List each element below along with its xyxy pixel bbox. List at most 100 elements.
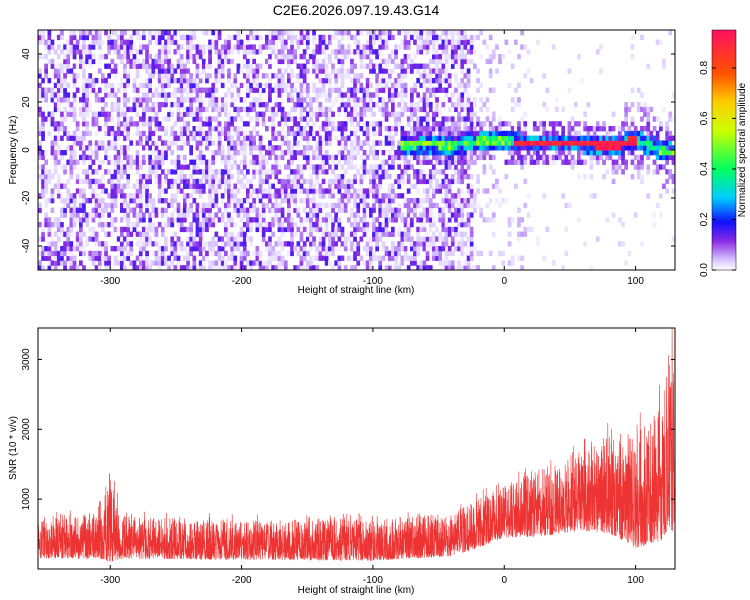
heatmap-cell [463,241,468,247]
heatmap-cell [239,97,244,103]
heatmap-cell [258,198,263,204]
heatmap-cell [217,255,222,261]
heatmap-cell [296,97,301,103]
heatmap-cell [233,241,238,247]
heatmap-cell [343,68,348,74]
heatmap-cell [233,159,238,165]
heatmap-cell [378,126,383,132]
heatmap-cell [659,39,663,45]
heatmap-cell [384,39,389,45]
heatmap-cell [154,87,159,93]
heatmap-cell [387,126,392,132]
heatmap-cell [97,111,102,117]
heatmap-cell [665,126,669,132]
heatmap-cell [104,102,108,108]
heatmap-cell [44,92,48,98]
heatmap-cell [435,145,439,151]
heatmap-cell [504,39,509,45]
heatmap-cell [372,164,376,170]
heatmap-cell [343,140,348,146]
heatmap-cell [460,116,465,122]
heatmap-cell [258,217,263,223]
heatmap-cell [510,135,515,141]
heatmap-cell [428,106,433,113]
heatmap-cell [441,169,446,175]
heatmap-cell [113,193,118,199]
heatmap-cell [359,73,364,79]
heatmap-cell [91,250,96,257]
heatmap-cell [324,255,329,261]
heatmap-cell [290,44,294,50]
heatmap-cell [428,207,433,213]
heatmap-cell [176,159,181,165]
heatmap-cell [425,193,430,199]
heatmap-cell [369,111,373,117]
heatmap-cell [416,130,420,137]
heatmap-cell [636,154,641,161]
heatmap-cell [435,140,439,146]
heatmap-cell [668,154,673,161]
heatmap-cell [321,154,326,161]
heatmap-cell [252,159,256,165]
heatmap-cell [151,116,156,122]
heatmap-cell [287,145,291,151]
heatmap-cell [463,159,468,165]
heatmap-cell [217,78,222,84]
heatmap-cell [469,159,474,165]
heatmap-cell [438,212,442,218]
heatmap-cell [466,150,471,156]
heatmap-cell [252,49,256,55]
heatmap-cell [167,255,171,261]
heatmap-cell [69,226,74,233]
heatmap-cell [387,154,392,161]
heatmap-cell [154,174,159,180]
heatmap-cell [457,231,461,237]
heatmap-cell [422,241,427,247]
heatmap-cell [132,222,137,228]
heatmap-cell [463,54,468,60]
heatmap-cell [514,102,518,108]
heatmap-cell [255,255,260,261]
heatmap-cell [274,102,279,108]
heatmap-cell [88,49,93,55]
heatmap-cell [47,250,52,257]
heatmap-cell [186,212,190,218]
heatmap-cell [428,145,433,151]
heatmap-cell [63,164,67,170]
heatmap-cell [135,188,140,194]
heatmap-cell [120,202,124,209]
heatmap-cell [116,44,121,50]
heatmap-cell [520,217,524,223]
heatmap-cell [242,150,247,156]
heatmap-cell [126,121,130,127]
heatmap-cell [41,188,45,194]
heatmap-cell [66,111,71,117]
heatmap-cell [142,246,146,252]
heatmap-cell [422,265,427,270]
heatmap-cell [176,102,181,108]
heatmap-cell [41,154,45,161]
heatmap-cell [107,260,111,266]
heatmap-cell [154,169,159,175]
heatmap-cell [173,39,178,45]
heatmap-cell [655,130,660,137]
heatmap-cell [435,34,439,41]
heatmap-cell [668,111,673,117]
heatmap-cell [435,78,439,84]
heatmap-cell [611,140,616,146]
heatmap-cell [614,150,619,156]
heatmap-cell [157,121,162,127]
heatmap-cell [101,241,105,247]
heatmap-cell [72,246,77,252]
heatmap-cell [113,260,118,266]
heatmap-cell [655,154,660,161]
heatmap-cell [198,111,203,117]
heatmap-cell [416,159,420,165]
heatmap-cell [343,241,348,247]
heatmap-cell [157,82,162,89]
heatmap-cell [79,246,83,252]
heatmap-cell [406,130,411,137]
heatmap-cell [60,49,64,55]
heatmap-cell [164,92,168,98]
heatmap-cell [94,92,99,98]
